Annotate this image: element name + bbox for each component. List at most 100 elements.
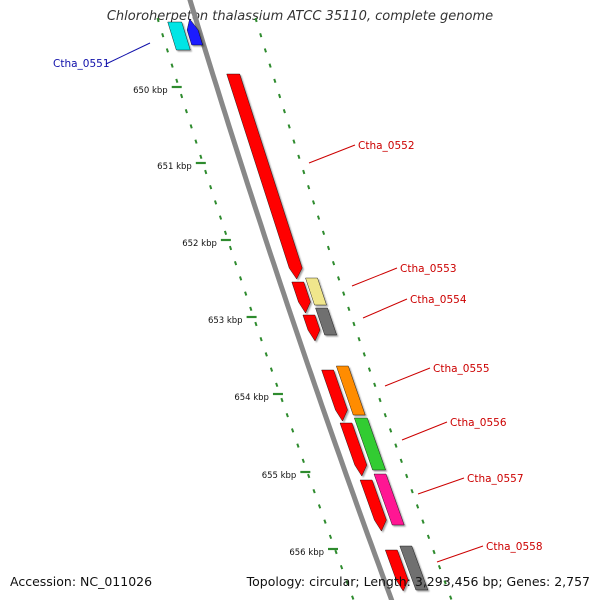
minor-tick	[287, 124, 291, 129]
minor-tick	[323, 519, 327, 524]
minor-tick	[307, 184, 311, 190]
minor-tick	[296, 443, 300, 448]
kbp-label: 651 kbp	[157, 162, 192, 172]
minor-tick	[307, 473, 311, 479]
minor-tick	[254, 17, 258, 23]
minor-tick	[254, 321, 258, 327]
gene-arrow-ctha-0552	[226, 73, 303, 280]
gene-arrow-ctha-0553	[291, 281, 311, 314]
leader-line	[105, 42, 151, 65]
gene-label: Ctha_0557	[467, 473, 524, 485]
minor-tick	[373, 382, 377, 388]
feature-block	[373, 473, 405, 526]
minor-tick	[280, 397, 284, 403]
inner-tick-track	[254, 17, 453, 600]
minor-tick	[302, 169, 306, 175]
minor-tick	[394, 443, 398, 448]
minor-tick	[244, 291, 248, 296]
minor-tick	[328, 534, 333, 540]
minor-tick	[282, 108, 286, 114]
gene-label: Ctha_0556	[450, 417, 507, 429]
minor-tick	[223, 230, 228, 236]
leader-line	[351, 267, 398, 287]
minor-tick	[297, 154, 301, 160]
minor-tick	[249, 306, 253, 312]
minor-tick	[161, 32, 165, 38]
gene-arrows	[186, 18, 409, 592]
minor-tick	[292, 139, 296, 144]
gene-label: Ctha_0555	[433, 363, 490, 375]
gene-label: Ctha_0553	[400, 263, 457, 275]
minor-tick	[189, 124, 193, 129]
minor-tick	[437, 564, 442, 570]
minor-tick	[432, 549, 436, 555]
leader-line	[417, 477, 465, 495]
minor-tick	[278, 93, 282, 99]
minor-tick	[312, 488, 316, 494]
minor-tick	[214, 200, 218, 205]
minor-tick	[316, 215, 321, 220]
minor-tick	[268, 63, 272, 68]
minor-tick	[326, 245, 331, 251]
feature-block	[354, 417, 386, 471]
minor-tick	[405, 473, 409, 479]
minor-tick	[426, 534, 431, 540]
feature-block	[315, 307, 337, 336]
minor-tick	[301, 458, 305, 464]
minor-tick	[204, 169, 208, 175]
leader-line	[401, 421, 448, 441]
minor-tick	[345, 580, 349, 585]
minor-tick	[449, 595, 453, 600]
minor-tick	[410, 488, 414, 494]
minor-tick	[321, 230, 326, 236]
minor-tick	[180, 93, 184, 99]
gene-label: Ctha_0552	[358, 140, 415, 152]
minor-tick	[263, 48, 267, 53]
minor-tick	[339, 564, 344, 570]
minor-tick	[259, 32, 263, 38]
minor-tick	[383, 412, 387, 418]
minor-tick	[264, 352, 268, 357]
kbp-label: 653 kbp	[208, 316, 243, 326]
kbp-label: 652 kbp	[182, 239, 217, 249]
minor-tick	[351, 595, 355, 600]
minor-tick	[259, 336, 263, 342]
gene-labels: Ctha_0551 Ctha_0552 Ctha_0553 Ctha_0554 Ctha…	[53, 58, 543, 553]
gene-arrow-ctha-0558	[385, 549, 409, 592]
minor-tick	[275, 382, 279, 388]
minor-tick	[334, 549, 338, 555]
feature-blocks	[167, 21, 429, 591]
outer-tick-track	[156, 17, 355, 600]
accession-text: Accession: NC_011026	[10, 574, 153, 589]
minor-tick	[239, 276, 243, 281]
minor-tick	[388, 428, 393, 433]
minor-tick	[170, 63, 174, 68]
gene-arrow-ctha-0556	[339, 422, 368, 477]
minor-tick	[233, 260, 238, 266]
map-title: Chloroherpeton thalassium ATCC 35110, co…	[106, 9, 494, 24]
minor-tick	[228, 245, 233, 251]
kbp-label: 654 kbp	[234, 393, 269, 403]
kbp-label: 650 kbp	[133, 86, 168, 96]
feature-block	[167, 21, 191, 51]
minor-tick	[218, 215, 223, 220]
minor-tick	[342, 291, 346, 296]
minor-tick	[290, 428, 295, 433]
minor-tick	[194, 139, 198, 144]
kbp-label: 655 kbp	[262, 471, 297, 481]
kbp-labels: 650 kbp 651 kbp 652 kbp 653 kbp 654 kbp 655 k…	[133, 85, 339, 558]
minor-tick	[337, 276, 341, 281]
minor-tick	[184, 108, 188, 114]
minor-tick	[362, 352, 366, 357]
feature-block	[336, 365, 366, 416]
minor-tick	[285, 412, 289, 418]
minor-tick	[415, 504, 420, 509]
minor-tick	[378, 397, 382, 403]
topology-summary: Topology: circular; Length: 3,293,456 bp…	[246, 574, 590, 589]
genome-backbone	[187, 0, 395, 600]
minor-tick	[331, 260, 336, 266]
minor-tick	[317, 504, 322, 509]
gene-label: Ctha_0551	[53, 58, 110, 70]
